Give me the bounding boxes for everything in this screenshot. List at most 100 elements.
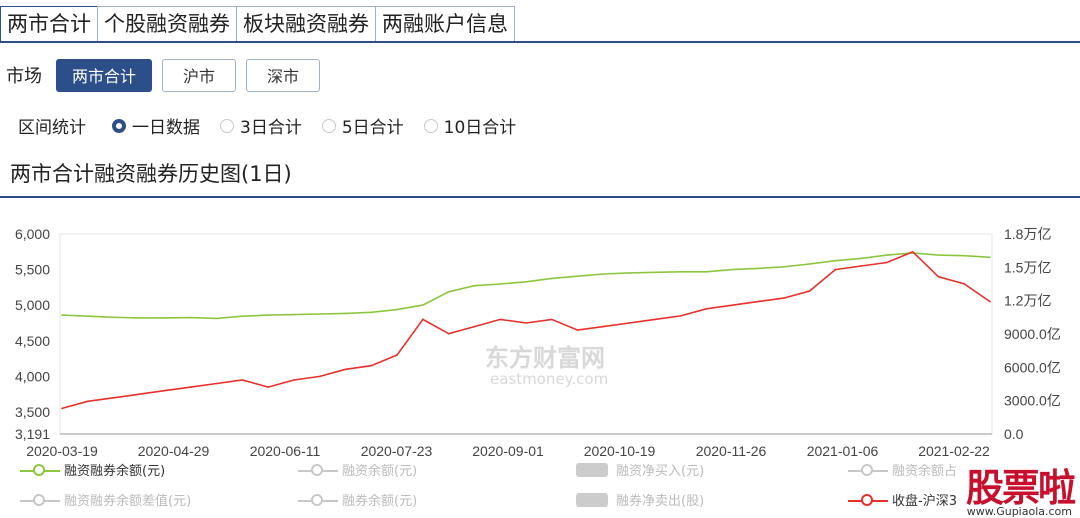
- legend-item[interactable]: 融资融券余额差值(元): [20, 490, 191, 509]
- data-point: [628, 322, 630, 324]
- left-tick-label: 3,500: [15, 404, 50, 420]
- legend-label: 融券净卖出(股): [616, 494, 705, 509]
- legend-item[interactable]: 融资净买入(元): [572, 460, 704, 479]
- left-tick-label: 6,000: [15, 226, 50, 242]
- market-button-sh[interactable]: 沪市: [162, 58, 236, 92]
- legend-box-icon: [572, 492, 612, 507]
- plot-frame: [59, 233, 993, 435]
- data-point: [87, 315, 89, 317]
- data-point: [731, 268, 733, 271]
- legend-line-icon: [298, 463, 338, 477]
- x-tick-label: 2020-07-23: [361, 443, 433, 459]
- legend-item[interactable]: 融券净卖出(股): [572, 490, 704, 509]
- data-point: [344, 312, 347, 315]
- right-tick-label: 6000.0亿: [1004, 359, 1061, 375]
- legend-line-icon: [20, 463, 60, 477]
- data-point: [293, 313, 295, 316]
- data-point: [396, 354, 398, 356]
- right-tick-label: 1.8万亿: [1004, 226, 1051, 242]
- data-point: [344, 368, 347, 371]
- series-line-1: [61, 250, 991, 410]
- data-point: [61, 407, 63, 410]
- legend-item[interactable]: 融资融券余额(元): [20, 460, 165, 479]
- data-point: [319, 375, 321, 378]
- data-point: [731, 304, 733, 306]
- left-tick-label: 4,500: [15, 333, 50, 349]
- range-option-3d-label: 3日合计: [240, 118, 302, 138]
- legend-item[interactable]: 收盘-沪深3: [848, 490, 957, 509]
- tab-stock-margin[interactable]: 个股融资融券: [97, 6, 237, 41]
- tab-account-info[interactable]: 两融账户信息: [375, 6, 515, 41]
- data-point: [138, 317, 141, 319]
- data-point: [370, 311, 373, 314]
- data-point: [860, 265, 862, 267]
- tab-underline: [0, 41, 1080, 43]
- data-point: [293, 379, 295, 381]
- left-tick-label: 4,000: [15, 368, 50, 384]
- data-point: [164, 389, 166, 392]
- legend-line-icon: [848, 493, 888, 507]
- data-point: [61, 314, 63, 316]
- left-tick-label: 3,191: [15, 426, 50, 442]
- series-line-0: [61, 252, 991, 320]
- legend-label: 融资融券余额(元): [64, 464, 166, 479]
- data-point: [215, 317, 218, 320]
- market-button-both[interactable]: 两市合计: [56, 58, 152, 92]
- margin-chart: 6,000 5,500 5,000 4,500 4,000 3,500 3,191 1.8万亿…: [15, 226, 1061, 459]
- legend-label: 收盘-沪深3: [892, 494, 957, 509]
- data-point: [783, 266, 785, 268]
- data-point: [679, 271, 682, 273]
- range-option-5d[interactable]: 5日合计: [321, 113, 404, 138]
- data-point: [190, 316, 192, 319]
- x-tick-label: 2021-01-06: [807, 443, 879, 459]
- tab-bar: 两市合计 个股融资融券 板块融资融券 两融账户信息: [0, 6, 515, 42]
- legend-item[interactable]: 融券余额(元): [298, 490, 417, 509]
- legend-line-icon: [848, 463, 888, 477]
- range-option-3d[interactable]: 3日合计: [220, 113, 302, 138]
- left-tick-label: 5,500: [15, 262, 50, 278]
- range-option-10d[interactable]: 10日合计: [423, 113, 517, 138]
- data-point: [190, 386, 192, 388]
- data-point: [215, 382, 218, 385]
- data-point: [473, 325, 476, 328]
- data-point: [576, 275, 579, 277]
- tab-sector-margin[interactable]: 板块融资融券: [236, 6, 376, 41]
- brand-logo: 股票啦: [965, 466, 1076, 510]
- legend-label: 融资余额占: [892, 464, 958, 479]
- data-point: [112, 316, 115, 319]
- data-point: [525, 281, 527, 283]
- radio-selected-icon: [112, 118, 126, 133]
- market-label: 市场: [6, 66, 42, 87]
- data-point: [551, 318, 553, 321]
- brand-url: www.Gupiaola.com: [966, 505, 1072, 518]
- data-point: [267, 314, 270, 316]
- radio-icon: [321, 118, 336, 133]
- legend-item[interactable]: 融资余额(元): [298, 460, 417, 479]
- data-point: [267, 386, 270, 388]
- data-point: [783, 297, 785, 299]
- left-tick-label: 5,000: [15, 297, 50, 313]
- legend-item[interactable]: 融资余额占: [848, 460, 957, 479]
- x-tick-label: 2020-03-19: [26, 443, 98, 459]
- data-point: [834, 268, 837, 271]
- legend-line-icon: [298, 493, 338, 507]
- data-point: [499, 318, 502, 321]
- tab-both-markets[interactable]: 两市合计: [0, 6, 98, 41]
- data-point: [808, 290, 811, 292]
- range-option-1d[interactable]: 一日数据: [112, 113, 200, 138]
- data-point: [628, 272, 630, 274]
- data-point: [963, 283, 965, 285]
- data-point: [834, 259, 837, 262]
- data-point: [422, 318, 424, 321]
- x-tick-label: 2020-06-11: [250, 443, 321, 459]
- data-point: [241, 379, 244, 381]
- x-tick-label: 2020-10-19: [584, 443, 656, 459]
- data-point: [654, 271, 656, 274]
- data-point: [396, 308, 398, 311]
- data-point: [551, 277, 553, 280]
- market-button-sz[interactable]: 深市: [246, 58, 320, 92]
- data-point: [370, 364, 373, 367]
- data-point: [886, 254, 888, 256]
- data-point: [576, 329, 579, 331]
- range-option-10d-label: 10日合计: [443, 118, 517, 138]
